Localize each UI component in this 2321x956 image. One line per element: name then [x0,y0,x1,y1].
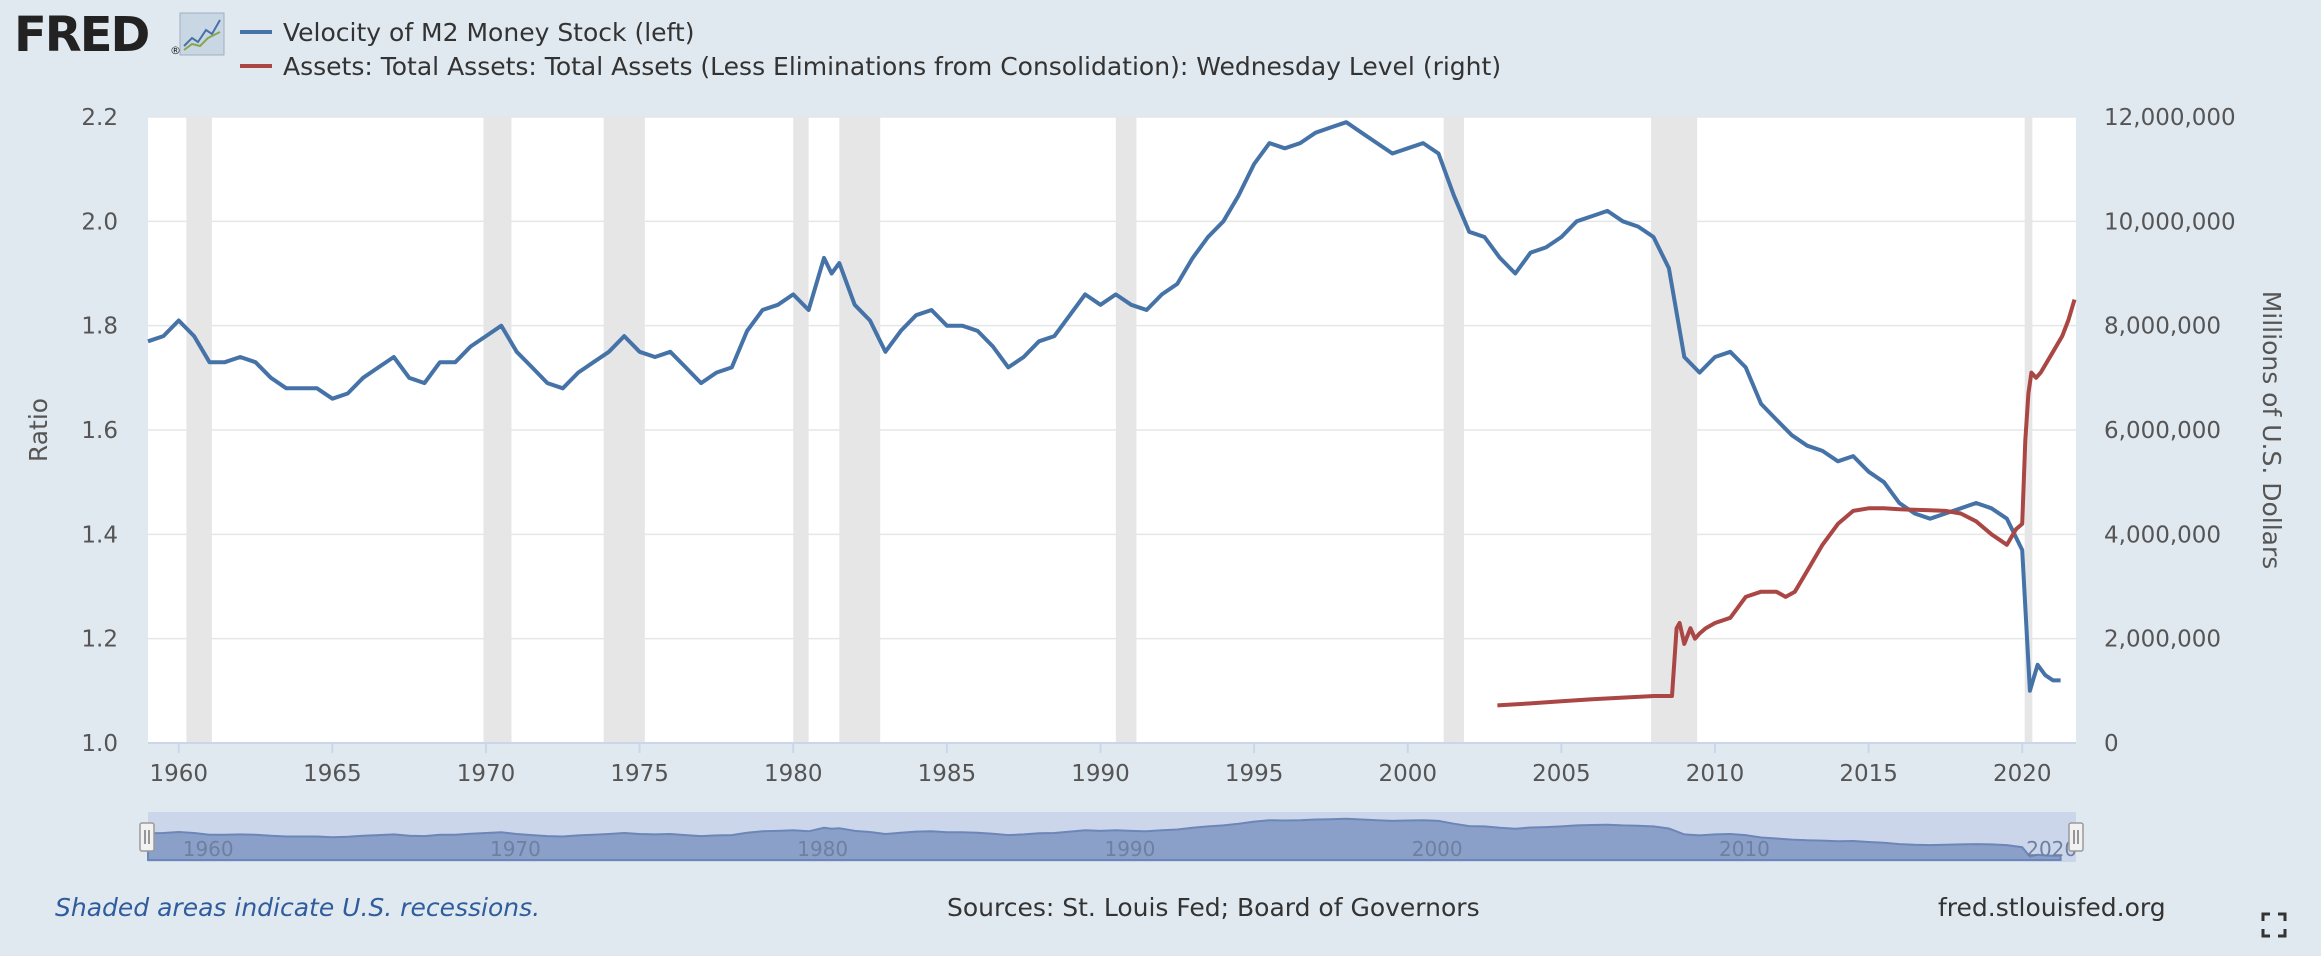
site-link[interactable]: fred.stlouisfed.org [1938,893,2166,922]
y-left-tick-label: 1.4 [81,522,118,548]
y-right-tick-label: 4,000,000 [2104,522,2221,548]
gridlines [148,116,2076,744]
navigator-tick-label: 2000 [1412,837,1463,861]
y-left-tick-label: 1.6 [81,418,118,444]
x-tick-label: 2020 [1993,761,2052,787]
x-tick-label: 2005 [1532,761,1591,787]
legend-label-assets: Assets: Total Assets: Total Assets (Less… [283,52,1501,81]
legend: Velocity of M2 Money Stock (left) Assets… [240,18,1501,81]
y-axis-right-title: Millions of U.S. Dollars [2257,291,2286,570]
y-axis-left-title: Ratio [24,398,53,462]
series-line-assets [1497,299,2077,708]
legend-item-assets[interactable]: Assets: Total Assets: Total Assets (Less… [240,52,1501,81]
legend-label-velocity: Velocity of M2 Money Stock (left) [283,18,694,47]
navigator-tick-label: 1960 [183,837,234,861]
navigator-handle-right[interactable] [2068,822,2084,852]
x-tick-label: 1990 [1071,761,1130,787]
y-left-tick-label: 2.0 [81,209,118,235]
fred-logo-reg-mark: ® [170,44,181,57]
fred-logo: FRED ® [14,8,225,60]
x-tick-label: 2015 [1839,761,1898,787]
series-line-velocity [147,120,2061,693]
fred-logo-text: FRED [14,8,149,60]
x-tick-label: 1975 [610,761,669,787]
y-left-tick-label: 1.2 [81,627,118,653]
navigator-tick-label: 2010 [1719,837,1770,861]
y-axis-left: 1.0 1.2 1.4 1.6 1.8 2.0 2.2 [81,105,118,757]
x-tick-label: 2000 [1378,761,1437,787]
x-tick-label: 1995 [1225,761,1284,787]
y-right-tick-label: 0 [2104,731,2119,757]
x-tick-label: 1960 [149,761,208,787]
fred-logo-graph-icon [179,12,225,56]
x-tick-label: 2010 [1686,761,1745,787]
x-tick-label: 1985 [918,761,977,787]
navigator[interactable]: 1960 1970 1980 1990 2000 2010 2020 [139,812,2084,862]
y-right-tick-label: 2,000,000 [2104,627,2221,653]
x-axis: 1960 1965 1970 1975 1980 1985 1990 1995 2000 2005… [148,742,2076,787]
y-right-tick-label: 10,000,000 [2104,209,2236,235]
y-left-tick-label: 1.0 [81,731,118,757]
x-tick-label: 1965 [303,761,362,787]
y-right-tick-label: 12,000,000 [2104,105,2236,131]
chart: Velocity of M2 Money Stock (left) Assets… [24,18,2286,862]
sources-text: Sources: St. Louis Fed; Board of Governo… [947,893,1480,922]
navigator-tick-label: 1970 [490,837,541,861]
navigator-handle-left[interactable] [139,822,155,852]
x-tick-label: 1970 [457,761,516,787]
y-right-tick-label: 6,000,000 [2104,418,2221,444]
y-left-tick-label: 2.2 [81,105,118,131]
legend-item-velocity[interactable]: Velocity of M2 Money Stock (left) [240,18,694,47]
y-axis-right: 0 2,000,000 4,000,000 6,000,000 8,000,000 10,… [2104,105,2236,757]
series-group [147,120,2077,708]
navigator-series-area [147,817,2062,861]
recession-note: Shaded areas indicate U.S. recessions. [55,893,541,922]
fullscreen-icon[interactable] [2261,912,2287,938]
navigator-tick-label: 1990 [1104,837,1155,861]
y-left-tick-label: 1.8 [81,314,118,340]
navigator-tick-label: 1980 [797,837,848,861]
x-tick-label: 1980 [764,761,823,787]
y-right-tick-label: 8,000,000 [2104,314,2221,340]
